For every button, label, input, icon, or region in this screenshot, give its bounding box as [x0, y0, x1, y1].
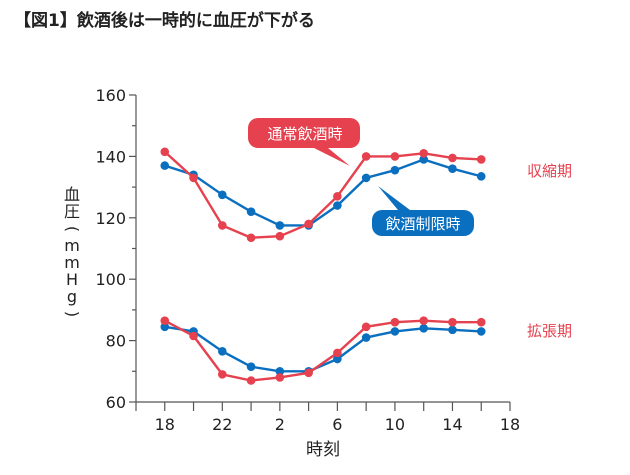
data-point	[275, 367, 285, 376]
y-tick-label: 80	[106, 332, 126, 351]
data-point	[333, 201, 342, 210]
callout-normal-label: 通常飲酒時	[267, 125, 342, 143]
data-point	[448, 325, 457, 335]
y-tick-label: 120	[95, 209, 126, 228]
x-tick-label: 18	[500, 415, 520, 434]
x-tick-label: 6	[332, 415, 342, 434]
callout-normal	[248, 118, 360, 166]
data-point	[390, 152, 400, 161]
data-point	[160, 147, 170, 157]
data-point	[189, 331, 198, 341]
x-tick-label: 22	[212, 415, 232, 434]
systolic-label: 収縮期	[527, 162, 572, 180]
data-point	[390, 165, 400, 175]
y-axis-label-char: g	[67, 287, 77, 306]
data-point	[448, 317, 457, 327]
data-point	[419, 316, 428, 325]
y-axis-label-char: 血	[64, 185, 80, 204]
data-point	[448, 153, 457, 163]
data-point	[448, 164, 457, 173]
data-point	[361, 173, 371, 183]
y-tick-label: 140	[95, 147, 126, 166]
y-tick-label: 60	[106, 393, 126, 412]
y-tick-label: 160	[95, 86, 126, 105]
series-line	[164, 319, 482, 382]
data-point	[361, 322, 371, 332]
data-point	[476, 155, 486, 164]
data-point	[246, 207, 256, 216]
chart-title: 【図1】飲酒後は一時的に血圧が下がる	[14, 11, 315, 31]
x-tick-label: 18	[155, 415, 175, 434]
data-point	[419, 324, 428, 333]
data-point	[419, 149, 428, 158]
series-line	[164, 325, 482, 373]
data-point	[304, 368, 313, 378]
data-point	[361, 152, 371, 161]
data-point	[160, 161, 170, 170]
data-point	[390, 317, 400, 327]
data-point	[275, 221, 285, 230]
data-point	[218, 221, 227, 230]
y-axis-label-char: 圧	[64, 202, 80, 221]
data-point	[476, 327, 486, 336]
data-point	[361, 333, 371, 342]
diastolic-label: 拡張期	[527, 322, 572, 340]
y-tick-label: 100	[95, 270, 126, 289]
data-point	[304, 219, 313, 229]
x-axis-label: 時刻	[306, 440, 340, 460]
callout-restricted	[372, 186, 474, 236]
y-axis-label-char: (	[63, 226, 82, 232]
data-point	[160, 322, 170, 332]
x-tick-label: 2	[275, 415, 285, 434]
data-point	[218, 347, 227, 356]
data-point	[419, 155, 428, 164]
data-point	[275, 373, 285, 382]
callout-restricted-label: 飲酒制限時	[385, 215, 460, 233]
data-point	[246, 233, 256, 243]
data-point	[333, 348, 342, 358]
data-point	[160, 316, 170, 325]
data-point	[476, 317, 486, 327]
y-axis-label-char: )	[63, 311, 82, 317]
series-line	[163, 150, 482, 239]
data-point	[246, 376, 256, 385]
x-tick-label: 14	[442, 415, 462, 434]
y-axis-label-char: m	[64, 236, 80, 255]
y-axis-label-char: m	[64, 253, 80, 272]
data-point	[333, 354, 342, 364]
data-point	[476, 172, 486, 181]
data-point	[189, 173, 198, 183]
y-axis-label-char: H	[66, 270, 78, 289]
series-line	[164, 158, 482, 227]
data-point	[333, 192, 342, 201]
data-point	[390, 327, 400, 336]
data-point	[275, 231, 285, 241]
data-point	[246, 362, 256, 371]
x-tick-label: 10	[385, 415, 405, 434]
data-point	[218, 190, 227, 200]
data-point	[218, 370, 227, 379]
